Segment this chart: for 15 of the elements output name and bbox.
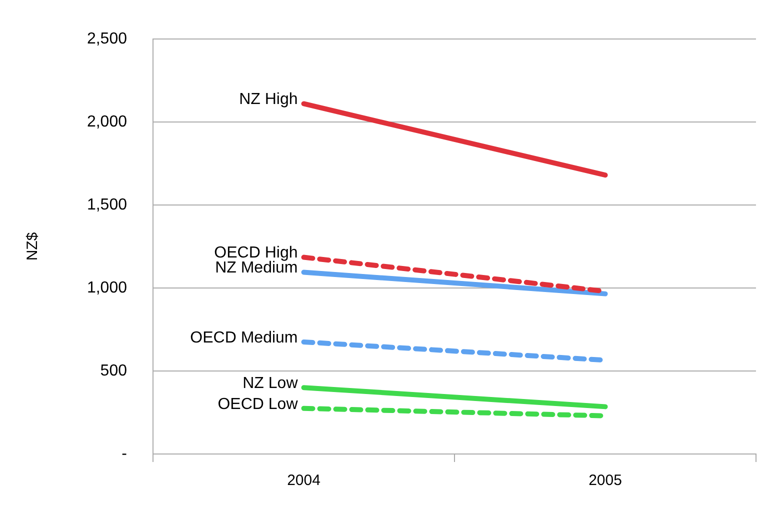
y-tick-label: 1,500 (86, 196, 128, 214)
y-tick-label: 500 (100, 362, 128, 380)
y-tick-label: - (122, 445, 127, 462)
series-label: OECD Medium (190, 329, 298, 346)
y-tick-label: 2,500 (86, 30, 128, 48)
series-label: OECD High (214, 244, 298, 262)
y-tick-label: 1,000 (86, 279, 128, 296)
y-axis-title: NZ$ (24, 232, 42, 261)
series-label: NZ Medium (215, 260, 298, 277)
series-label: NZ Low (242, 375, 298, 392)
x-tick-label: 2004 (287, 472, 320, 490)
x-tick-label: 2005 (588, 472, 622, 490)
series-label: NZ High (239, 91, 298, 108)
series-label: OECD Low (218, 396, 298, 413)
y-tick-label: 2,000 (86, 113, 128, 130)
